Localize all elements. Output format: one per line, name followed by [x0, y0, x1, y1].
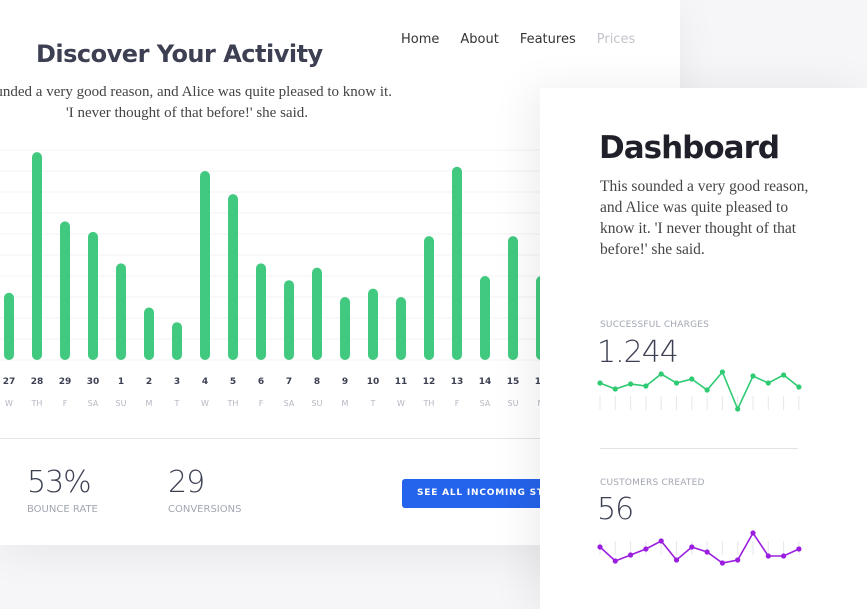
day-label: F: [455, 399, 460, 408]
day-label: T: [370, 399, 376, 408]
sparkline-point: [658, 538, 664, 544]
sparkline-point: [673, 380, 680, 386]
sparkline-point: [612, 558, 618, 564]
customers-created-sparkline: [597, 530, 802, 566]
day-label: TH: [31, 399, 43, 408]
sparkline-point: [704, 387, 710, 393]
sparkline-point: [750, 530, 756, 536]
stat-bounce-rate: 53% BOUNCE RATE: [27, 465, 98, 515]
sparkline-point: [597, 544, 603, 550]
successful-charges-sparkline: [597, 369, 802, 412]
kpi-label: CUSTOMERS CREATED: [600, 478, 705, 488]
x-tick-label: 13: [451, 377, 464, 387]
x-tick-label: 27: [3, 377, 16, 387]
day-label: M: [342, 399, 349, 408]
sparkline-point: [643, 546, 649, 552]
see-all-stats-button[interactable]: SEE ALL INCOMING STATS: [402, 479, 562, 508]
sparkline-point: [781, 553, 787, 559]
x-tick-label: 6: [258, 377, 264, 387]
sparkline-point: [612, 386, 618, 392]
subtitle-line: 'I never thought of that before!' she sa…: [66, 105, 308, 121]
dashboard-text: This sounded a very good reason, and Ali…: [600, 178, 809, 258]
x-tick-label: 2: [146, 377, 152, 387]
day-label: W: [397, 399, 405, 408]
sparkline-point: [719, 560, 725, 566]
sparkline-point: [673, 557, 680, 563]
sparkline-point: [765, 380, 771, 386]
page-title: Discover Your Activity: [36, 40, 323, 68]
sparkline-point: [735, 406, 741, 412]
sparkline-point: [658, 371, 664, 377]
x-tick-label: 1: [118, 377, 124, 387]
day-label: SU: [508, 399, 519, 408]
sparkline-point: [643, 383, 649, 389]
sparkline-point: [628, 552, 634, 558]
stat-value: 29: [168, 465, 205, 500]
day-label: SU: [116, 399, 127, 408]
day-label: TH: [423, 399, 435, 408]
nav-about[interactable]: About: [460, 32, 499, 47]
subtitle: sounded a very good reason, and Alice wa…: [0, 82, 487, 124]
day-label: SA: [88, 399, 99, 408]
x-tick-label: 28: [31, 377, 44, 387]
sparkline-point: [750, 373, 756, 379]
nav-home[interactable]: Home: [401, 32, 440, 47]
day-label: SA: [480, 399, 491, 408]
x-tick-label: 29: [59, 377, 72, 387]
day-label: M: [146, 399, 153, 408]
x-tick-label: 3: [174, 377, 180, 387]
day-label: TH: [227, 399, 239, 408]
sparkline-point: [597, 380, 603, 386]
day-label: F: [63, 399, 68, 408]
stat-label: CONVERSIONS: [168, 504, 242, 515]
sparkline-point: [781, 372, 787, 378]
stat-value: 53%: [27, 465, 92, 500]
day-label: SA: [284, 399, 295, 408]
sparkline-point: [719, 369, 725, 375]
dashboard-card: Dashboard This sounded a very good reaso…: [540, 88, 867, 609]
x-tick-label: 7: [286, 377, 292, 387]
day-label: F: [259, 399, 264, 408]
x-tick-label: 5: [230, 377, 236, 387]
x-tick-label: 12: [423, 377, 436, 387]
x-tick-label: 30: [87, 377, 100, 387]
stat-label: BOUNCE RATE: [27, 504, 98, 515]
stat-conversions: 29 CONVERSIONS: [168, 465, 241, 515]
x-tick-label: 14: [479, 377, 492, 387]
day-label: SU: [312, 399, 323, 408]
sparkline-point: [689, 544, 695, 550]
sparkline-point: [796, 384, 802, 390]
x-tick-label: 11: [395, 377, 408, 387]
divider: [600, 448, 798, 449]
sparkline-point: [735, 557, 741, 563]
top-nav: Home About Features Prices: [401, 32, 635, 47]
day-label: W: [5, 399, 13, 408]
dashboard-title: Dashboard: [599, 130, 780, 166]
x-tick-label: 10: [367, 377, 380, 387]
x-tick-label: 9: [342, 377, 348, 387]
kpi-label: SUCCESSFUL CHARGES: [600, 320, 710, 330]
divider: [0, 438, 540, 439]
sparkline-path: [599, 531, 800, 564]
subtitle-line: sounded a very good reason, and Alice wa…: [0, 84, 392, 100]
x-tick-label: 15: [507, 377, 520, 387]
nav-prices[interactable]: Prices: [596, 32, 636, 47]
sparkline-point: [689, 376, 695, 382]
kpi-value: 56: [597, 492, 634, 527]
sparkline-point: [796, 546, 802, 552]
kpi-value: 1.244: [597, 335, 679, 370]
sparkline-point: [704, 549, 710, 555]
x-tick-label: 8: [314, 377, 320, 387]
activity-bar-chart: 27 W 28 TH 29 F 30 SA 1 SU 2 M 3 T 4 W 5 TH 6 F 7 SA 8 SU 9 M 10 T 1…: [0, 149, 560, 408]
day-label: W: [201, 399, 209, 408]
nav-features[interactable]: Features: [519, 32, 576, 47]
day-label: T: [174, 399, 180, 408]
sparkline-point: [765, 553, 771, 559]
sparkline-point: [628, 381, 634, 387]
x-tick-label: 4: [202, 377, 208, 387]
